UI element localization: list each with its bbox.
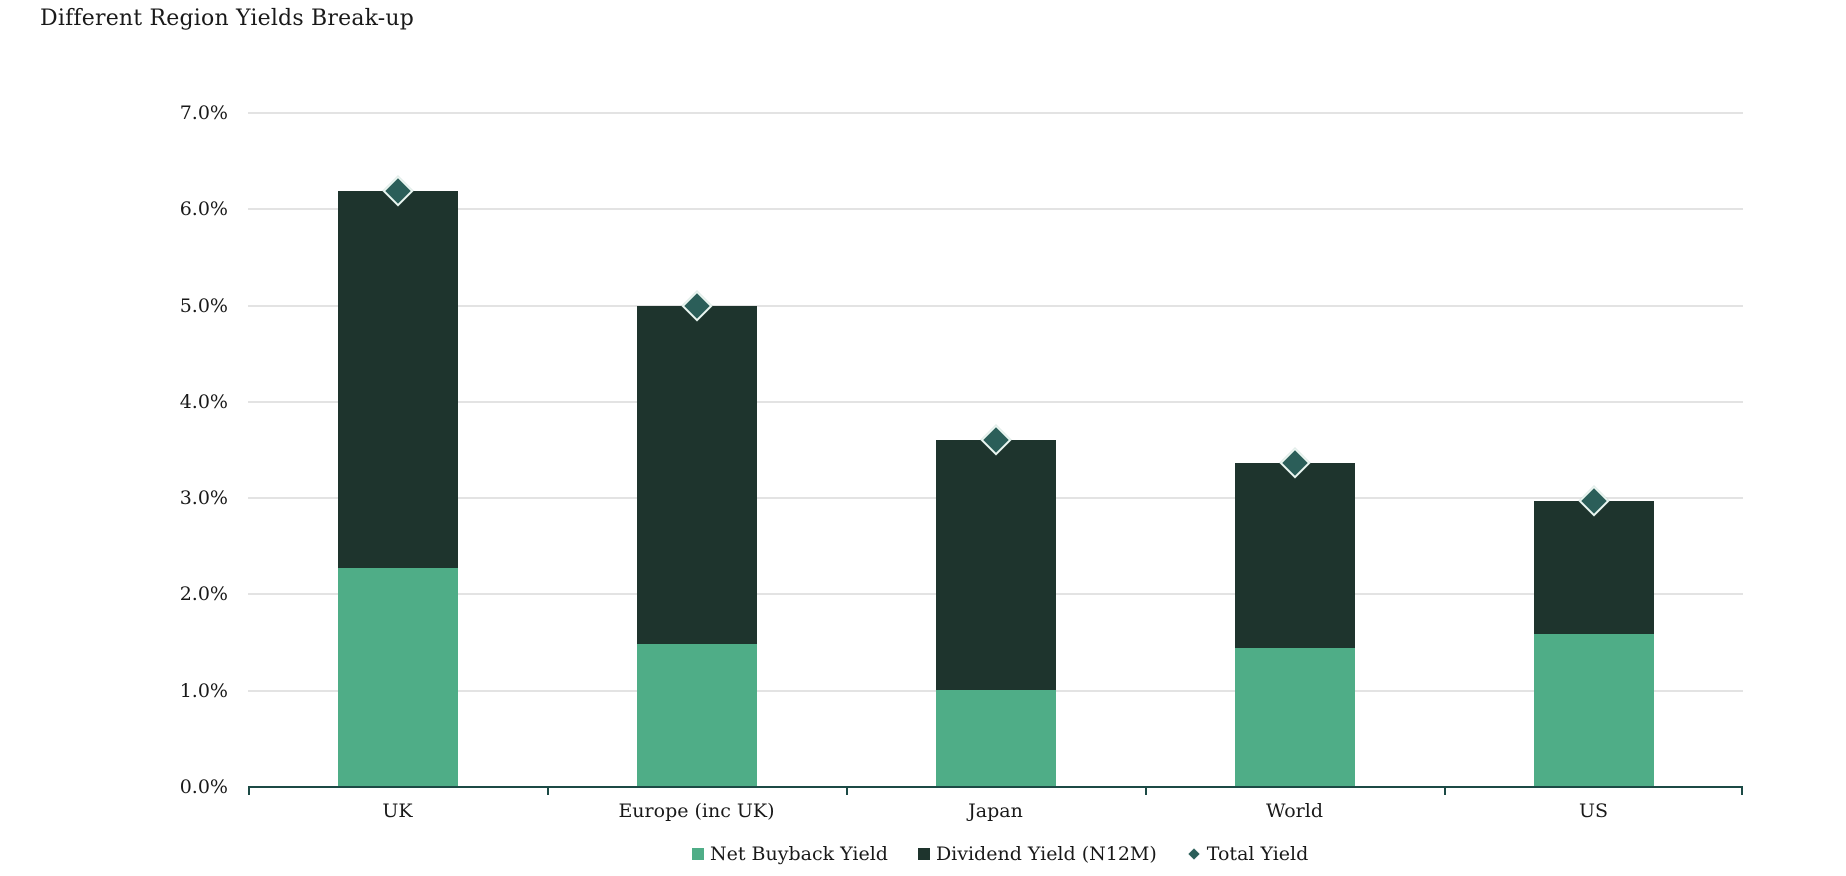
- x-axis-label-europe-inc-uk: Europe (inc UK): [618, 800, 775, 822]
- legend-square-icon-net-buyback-yield: [692, 848, 704, 860]
- legend-square-icon-dividend-yield-n12m: [917, 848, 930, 860]
- bar-segment-net-buyback-europe-inc-uk: [636, 643, 757, 787]
- y-tick-label-4-0: 4.0%: [179, 390, 228, 413]
- legend-diamond-icon-total-yield: [1188, 848, 1200, 860]
- legend-item-net-buyback-yield: Net Buyback Yield: [692, 843, 888, 865]
- x-axis-label-japan: Japan: [968, 800, 1023, 822]
- bar-segment-net-buyback-us: [1533, 633, 1654, 787]
- gridline-5: [248, 304, 1743, 307]
- y-tick-label-6-0: 6.0%: [179, 198, 228, 221]
- legend-label-net-buyback-yield: Net Buyback Yield: [710, 843, 888, 865]
- x-axis-tick-2: [846, 786, 848, 795]
- bar-segment-net-buyback-japan: [935, 689, 1056, 787]
- y-tick-label-0-0: 0.0%: [179, 776, 228, 798]
- legend-item-total-yield: Total Yield: [1187, 843, 1309, 865]
- y-tick-label-2-0: 2.0%: [179, 583, 228, 606]
- legend: Net Buyback Yield Dividend Yield (N12M) To…: [692, 843, 1308, 865]
- bar-segment-dividend-europe-inc-uk: [636, 305, 757, 644]
- x-axis-tick-5: [1741, 786, 1743, 795]
- gridline-4: [248, 400, 1743, 403]
- x-axis-label-us: US: [1578, 800, 1609, 822]
- y-tick-label-3-0: 3.0%: [179, 487, 228, 510]
- bar-segment-net-buyback-world: [1234, 648, 1355, 787]
- bar-segment-dividend-japan: [935, 440, 1056, 690]
- chart-title: Different Region Yields Break-up: [40, 6, 415, 31]
- x-axis-label-world: World: [1266, 800, 1323, 822]
- x-axis-tick-4: [1444, 786, 1446, 795]
- x-axis-tick-1: [547, 786, 549, 795]
- bar-segment-net-buyback-uk: [337, 568, 458, 787]
- bar-segment-dividend-us: [1533, 501, 1654, 634]
- legend-item-dividend-yield-n12m: Dividend Yield (N12M): [917, 843, 1157, 865]
- bar-segment-dividend-world: [1234, 462, 1355, 649]
- gridline-6: [248, 208, 1743, 211]
- legend-label-total-yield: Total Yield: [1206, 843, 1309, 865]
- bar-segment-dividend-uk: [337, 191, 458, 569]
- plot-area: [248, 112, 1743, 795]
- x-axis-line: [248, 786, 1743, 788]
- y-tick-label-1-0: 1.0%: [179, 679, 228, 702]
- x-axis-label-uk: UK: [382, 800, 413, 822]
- x-axis-tick-0: [248, 786, 250, 795]
- legend-label-dividend-yield-n12m: Dividend Yield (N12M): [935, 843, 1157, 865]
- y-tick-label-5-0: 5.0%: [179, 294, 228, 317]
- y-tick-label-7-0: 7.0%: [179, 102, 228, 124]
- x-axis-tick-3: [1145, 786, 1147, 795]
- gridline-7: [248, 112, 1743, 114]
